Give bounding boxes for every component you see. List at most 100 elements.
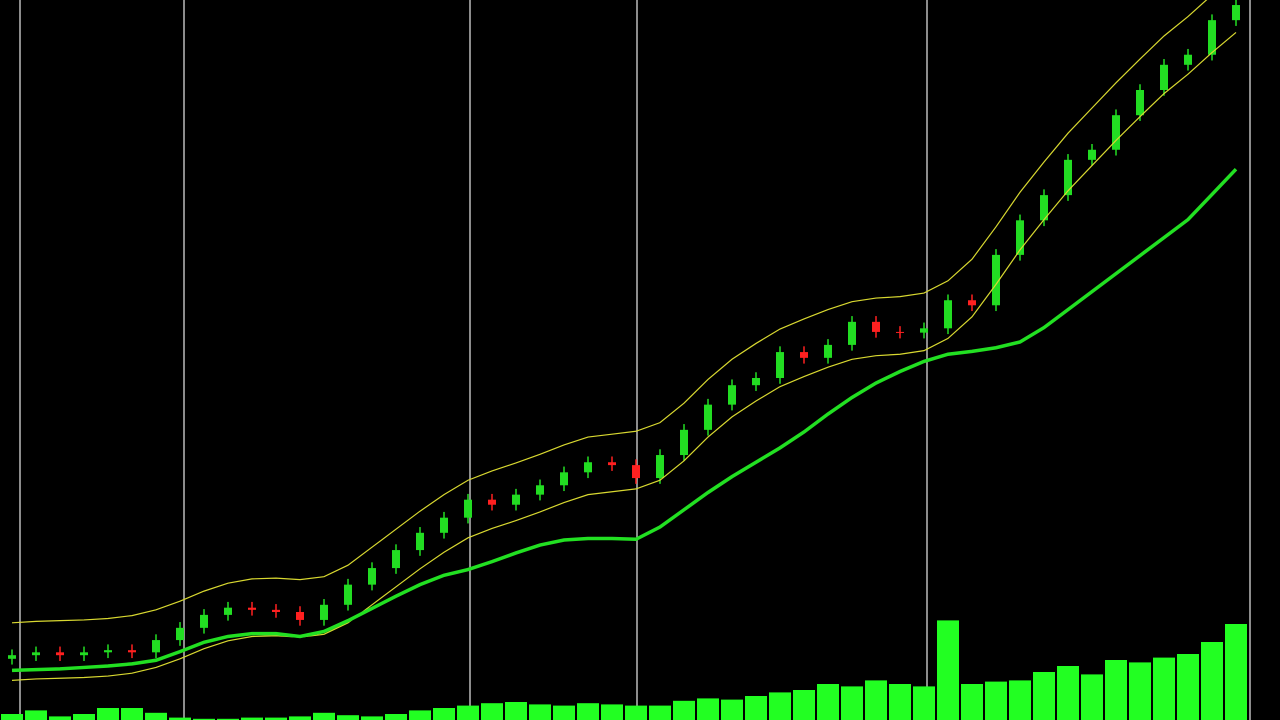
candle-body [128, 650, 136, 653]
candle-body [1136, 90, 1144, 116]
candle-body [392, 550, 400, 569]
candle-body [680, 429, 688, 456]
volume-bar [985, 681, 1007, 720]
volume-bar [121, 708, 143, 720]
candle-body [1232, 5, 1240, 21]
candle-body [488, 499, 496, 505]
candle-body [248, 607, 256, 610]
candle-body [1016, 220, 1024, 255]
candle-body [56, 652, 64, 656]
candle-body [272, 609, 280, 612]
candle-body [440, 517, 448, 533]
candle-body [224, 607, 232, 615]
candle-body [1064, 159, 1072, 196]
volume-bar [481, 703, 503, 720]
band-line [11, 0, 1208, 624]
volume-bar [769, 692, 791, 720]
volume-bar [505, 702, 527, 720]
volume-bar [889, 684, 911, 720]
volume-bar [433, 708, 455, 720]
volume-bar [793, 690, 815, 720]
volume-bar [1081, 674, 1103, 720]
volume-bar [73, 714, 95, 720]
volume-bar [913, 686, 935, 720]
candle-body [1184, 54, 1192, 65]
candle-body [584, 462, 592, 473]
candle-body [824, 344, 832, 358]
candle-body [776, 352, 784, 378]
volume-bar [721, 699, 743, 720]
volume-bar [697, 698, 719, 720]
volume-bar [457, 705, 479, 720]
volume-bar [1, 714, 23, 720]
candle-body [368, 568, 376, 585]
candle-body [896, 331, 904, 333]
candle-body [944, 300, 952, 329]
candle-body [32, 652, 40, 656]
volume-bar [865, 680, 887, 720]
volume-bar [289, 716, 311, 720]
band-line [11, 167, 1238, 673]
candle-body [752, 378, 760, 386]
volume-bar [145, 712, 167, 720]
candle-body [536, 485, 544, 495]
candle-body [848, 321, 856, 345]
volume-bar [361, 716, 383, 720]
volume-bar [577, 703, 599, 720]
volume-bar [625, 705, 647, 720]
volume-bar [49, 716, 71, 720]
candle-body [1160, 64, 1168, 90]
candle-body [200, 614, 208, 628]
volume-bar [25, 710, 47, 720]
volume-bar [265, 717, 287, 720]
candle-body [1040, 195, 1048, 221]
volume-bar [841, 686, 863, 720]
volume-bar [1105, 660, 1127, 720]
candle-body [464, 499, 472, 518]
band-line [11, 31, 1237, 681]
candle-body [920, 328, 928, 333]
volume-bar [529, 704, 551, 720]
volume-bar [1225, 624, 1247, 720]
volume-bar [1177, 654, 1199, 720]
candle-body [1208, 20, 1216, 55]
volume-bar [649, 705, 671, 720]
candle-body [296, 612, 304, 620]
volume-bar [409, 710, 431, 720]
candle-body [632, 465, 640, 479]
candle-body [656, 455, 664, 479]
volume-bar [553, 705, 575, 720]
candle-body [176, 627, 184, 641]
candle-body [872, 321, 880, 332]
volume-bar [193, 718, 215, 720]
candle-body [608, 462, 616, 466]
candle-body [512, 494, 520, 505]
volume-bar [1033, 672, 1055, 720]
candle-body [1088, 149, 1096, 160]
volume-bar [601, 704, 623, 720]
candle-body [560, 472, 568, 486]
volume-bar [97, 708, 119, 720]
candle-body [8, 655, 16, 659]
candle-body [1112, 115, 1120, 150]
candle-body [344, 584, 352, 605]
candle-body [152, 640, 160, 653]
volume-bar [961, 684, 983, 720]
volume-bar [337, 715, 359, 720]
volume-bar [937, 620, 959, 720]
candle-body [320, 604, 328, 620]
candle-body [416, 532, 424, 551]
volume-bar [1201, 642, 1223, 720]
candle-body [80, 652, 88, 656]
volume-bar [1057, 666, 1079, 720]
candle-body [992, 254, 1000, 306]
candle-body [968, 300, 976, 306]
volume-bar [1009, 680, 1031, 720]
candle-body [704, 404, 712, 430]
volume-bar [385, 714, 407, 720]
volume-bar [241, 717, 263, 720]
volume-bar [1153, 657, 1175, 720]
